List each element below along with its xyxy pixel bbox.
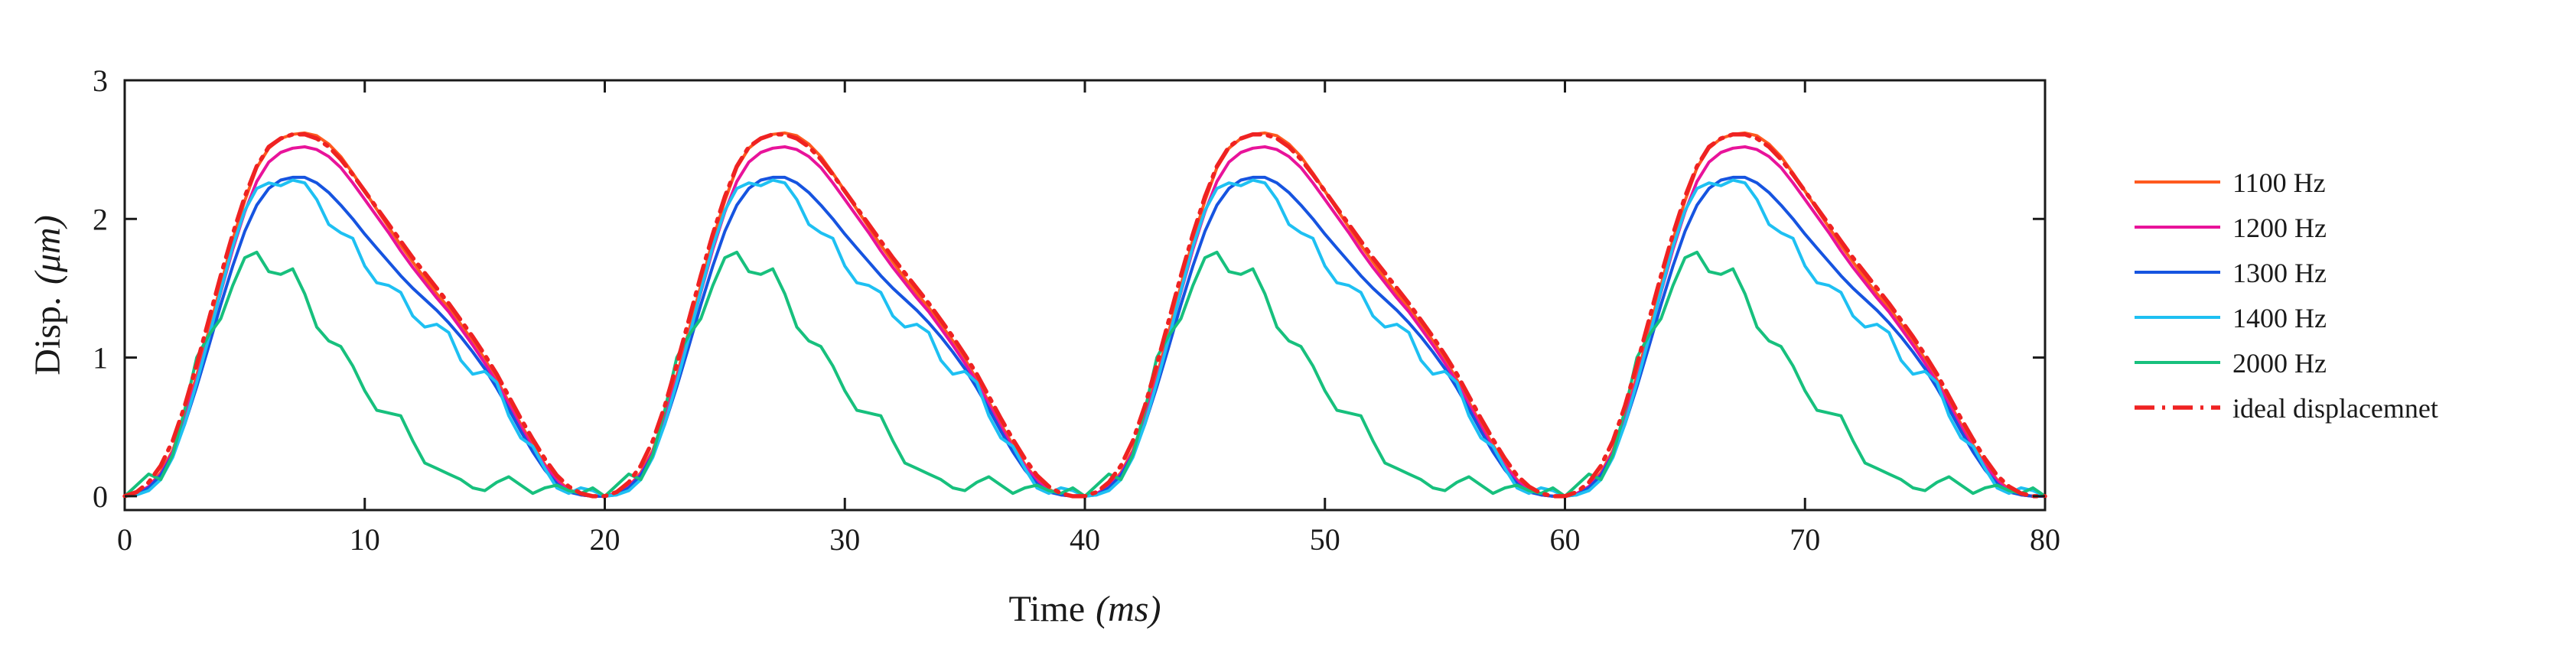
legend-label: ideal displacemnet [2232,393,2438,424]
legend-label: 1300 Hz [2232,258,2327,288]
y-tick-label: 2 [93,202,108,236]
x-tick-label: 0 [117,522,132,557]
series-layer [122,131,2047,499]
y-tick-label: 3 [93,63,108,98]
x-axis-label: Time (ms) [1009,589,1161,629]
y-tick-label: 1 [93,341,108,375]
legend-label: 1100 Hz [2232,167,2326,198]
y-axis-label: Disp.(μm) [28,215,68,375]
x-tick-label: 50 [1310,522,1340,557]
x-tick-label: 40 [1070,522,1100,557]
x-tick-label: 60 [1550,522,1581,557]
x-tick-label: 10 [350,522,380,557]
x-tick-label: 80 [2030,522,2060,557]
series-line-ideal-displacemnet [122,132,2047,499]
tick-layer: 0 10 20 30 40 50 60 70 80 0 1 2 3 [93,63,2060,557]
legend-label: 1200 Hz [2232,213,2327,243]
x-tick-label: 70 [1790,522,1820,557]
y-tick-label: 0 [93,479,108,514]
x-tick-label: 20 [590,522,620,557]
legend: 1100 Hz 1200 Hz 1300 Hz 1400 Hz 2000 Hz ideal… [2135,167,2438,424]
x-tick-label: 30 [829,522,860,557]
legend-label: 1400 Hz [2232,303,2327,333]
legend-label: 2000 Hz [2232,348,2327,379]
